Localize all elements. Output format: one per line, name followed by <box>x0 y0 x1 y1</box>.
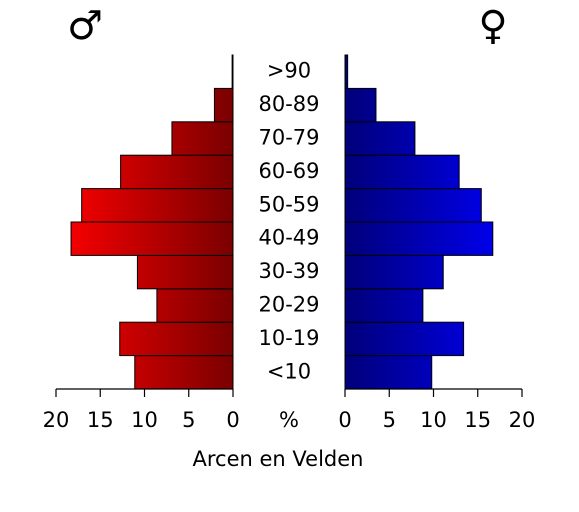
bar <box>344 54 349 89</box>
male-label: ♂ <box>67 3 103 49</box>
bar <box>119 321 234 357</box>
bar <box>81 188 234 223</box>
bar <box>344 121 416 156</box>
bar <box>231 54 234 89</box>
x-tick-label: 15 <box>87 408 114 432</box>
unit-label: % <box>279 408 299 432</box>
bar <box>344 254 444 290</box>
female-label: ♀ <box>478 3 507 49</box>
x-tick-label: 15 <box>464 408 491 432</box>
category-label: 30-39 <box>258 259 319 283</box>
x-tick-label: 10 <box>420 408 447 432</box>
category-label: 40-49 <box>258 226 319 250</box>
x-tick-label: 5 <box>182 408 195 432</box>
chart-title: Arcen en Velden <box>193 447 364 471</box>
category-label: 50-59 <box>258 192 319 216</box>
bar <box>344 321 465 357</box>
x-tick-label: 0 <box>226 408 239 432</box>
bar <box>213 87 234 123</box>
category-label: 70-79 <box>258 126 319 150</box>
bar <box>134 355 234 390</box>
bar <box>70 221 234 256</box>
bar <box>156 288 234 323</box>
bar <box>344 288 424 323</box>
x-tick-label: 10 <box>131 408 158 432</box>
bar <box>344 188 482 223</box>
x-tick-label: 20 <box>43 408 70 432</box>
category-label: 20-29 <box>258 293 319 317</box>
bar <box>344 154 460 190</box>
x-tick-label: 5 <box>383 408 396 432</box>
bar <box>171 121 234 156</box>
bar <box>344 221 494 256</box>
category-label: <10 <box>267 359 311 383</box>
category-label: 10-19 <box>258 326 319 350</box>
x-tick-label: 0 <box>338 408 351 432</box>
bar <box>344 87 377 123</box>
bar <box>136 254 234 290</box>
category-label: >90 <box>267 59 311 83</box>
bar <box>120 154 234 190</box>
bar <box>344 355 433 390</box>
x-tick-label: 20 <box>509 408 536 432</box>
category-label: 80-89 <box>258 92 319 116</box>
category-label: 60-69 <box>258 159 319 183</box>
